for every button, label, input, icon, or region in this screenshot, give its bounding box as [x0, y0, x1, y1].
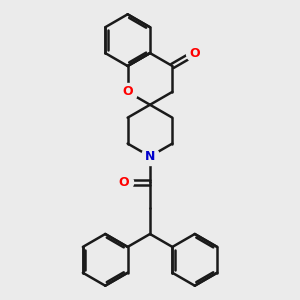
Text: O: O [122, 85, 133, 98]
Text: O: O [119, 176, 130, 189]
Text: N: N [145, 150, 155, 163]
Text: O: O [190, 46, 200, 60]
